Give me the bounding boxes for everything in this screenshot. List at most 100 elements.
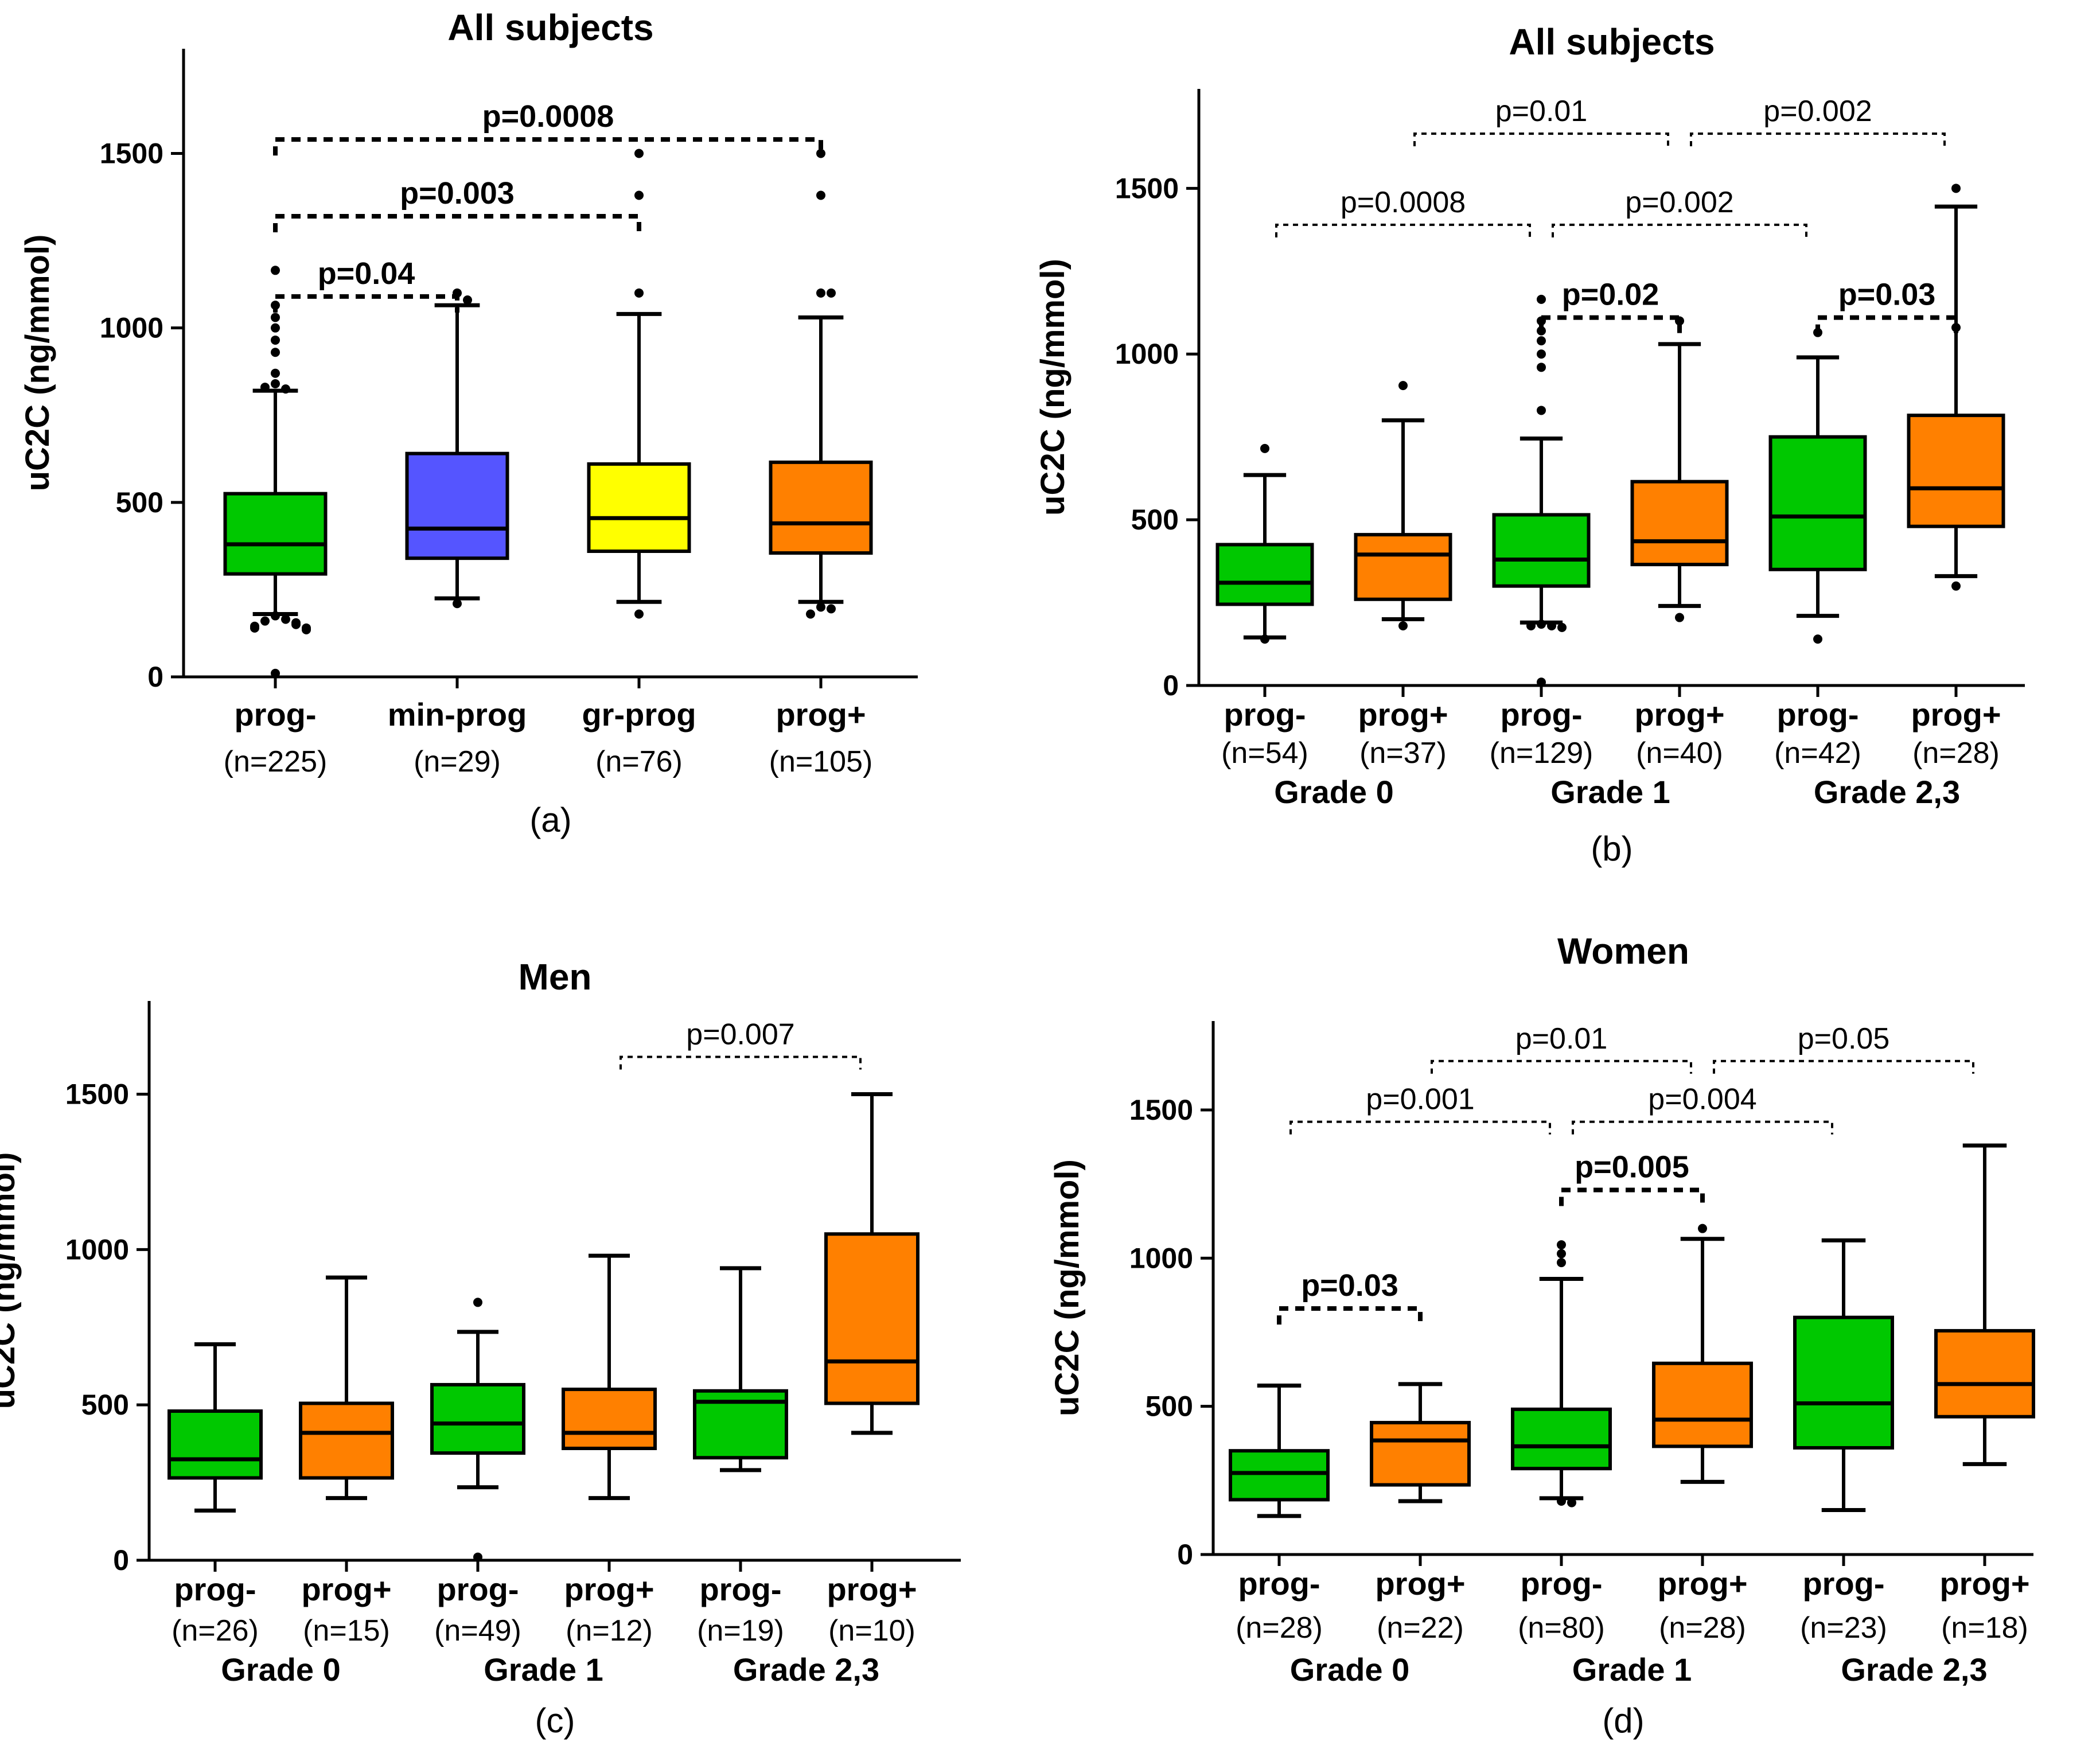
box-5: prog+ (n=18) — [1934, 1143, 2035, 1645]
outlier-point — [1398, 381, 1408, 391]
sample-size-label: (n=40) — [1636, 737, 1723, 770]
p-value-label: p=0.002 — [1625, 186, 1733, 219]
y-tick-label: 500 — [81, 1389, 129, 1421]
outlier-point — [1260, 443, 1269, 453]
sample-size-label: (n=26) — [172, 1614, 259, 1647]
chart-title: All subjects — [1509, 21, 1715, 63]
bracket-line — [1539, 315, 1682, 334]
panel-1: All subjects uC2C (ng/mmol) 0 500 1000 1500 pr… — [1034, 21, 2025, 868]
box-iqr — [562, 1388, 657, 1450]
outlier-point — [1567, 1498, 1576, 1507]
significance-bracket: p=0.03 — [1815, 278, 1958, 334]
sample-size-label: (n=225) — [224, 745, 328, 778]
y-tick-label: 1500 — [1129, 1094, 1193, 1126]
p-value-label: p=0.005 — [1575, 1150, 1689, 1185]
sample-size-label: (n=29) — [414, 745, 501, 778]
sample-size-label: (n=18) — [1941, 1611, 2028, 1645]
box-0: prog- (n=28) — [1229, 1384, 1330, 1645]
outlier-point — [271, 379, 280, 388]
outlier-point — [1698, 1224, 1707, 1233]
sample-size-label: (n=80) — [1518, 1611, 1605, 1645]
x-category-label: prog- — [1520, 1565, 1602, 1602]
box-iqr — [769, 460, 873, 555]
box-2: prog- (n=80) — [1511, 1240, 1612, 1645]
y-tick-label: 0 — [113, 1544, 129, 1576]
panel-label: (b) — [1591, 829, 1633, 868]
box-3: prog+ (n=12) — [562, 1253, 657, 1647]
box-iqr — [430, 1382, 525, 1455]
outlier-point — [271, 668, 280, 678]
outlier-point — [281, 614, 290, 624]
outlier-point — [271, 368, 280, 378]
sample-size-label: (n=19) — [697, 1614, 784, 1647]
group-label: Grade 1 — [1550, 774, 1670, 810]
outlier-point — [1557, 622, 1567, 632]
box-4: prog- (n=19) — [693, 1266, 788, 1647]
p-value-label: p=0.01 — [1495, 95, 1588, 128]
x-category-label: prog+ — [776, 696, 866, 733]
box-iqr — [1370, 1421, 1471, 1487]
y-tick-label: 1500 — [65, 1078, 129, 1111]
x-category-label: prog- — [437, 1571, 519, 1607]
significance-bracket: p=0.007 — [620, 1018, 862, 1070]
box-iqr — [1511, 1407, 1612, 1471]
outlier-point — [634, 288, 644, 298]
box-iqr — [587, 462, 691, 554]
x-category-label: prog+ — [1358, 696, 1448, 733]
box-1: min-prog (n=29) — [388, 288, 527, 778]
sample-size-label: (n=105) — [769, 745, 873, 778]
y-axis-label: uC2C (ng/mmol) — [1034, 259, 1072, 516]
bracket-line — [620, 1055, 862, 1070]
panel-label: (c) — [535, 1701, 575, 1740]
box-4: prog- (n=23) — [1793, 1238, 1894, 1645]
sample-size-label: (n=23) — [1800, 1611, 1887, 1645]
group-label: Grade 0 — [221, 1651, 341, 1688]
box-iqr — [1215, 543, 1314, 606]
panel-3: Women uC2C (ng/mmol) 0 500 1000 1500 prog- (n=2… — [1049, 930, 2035, 1740]
x-category-label: prog- — [1238, 1565, 1320, 1602]
x-category-label: prog- — [1224, 696, 1306, 733]
outlier-point — [1537, 620, 1546, 629]
significance-bracket: p=0.05 — [1713, 1022, 1974, 1074]
p-value-label: p=0.0008 — [1341, 186, 1466, 219]
box-iqr — [1630, 480, 1729, 567]
outlier-point — [634, 190, 644, 200]
bracket-line — [1815, 315, 1958, 334]
x-category-label: prog- — [1776, 696, 1859, 733]
bracket-line — [1289, 1120, 1551, 1135]
x-category-label: prog- — [699, 1571, 781, 1607]
y-tick-label: 1000 — [1129, 1242, 1193, 1274]
outlier-point — [1260, 634, 1269, 644]
y-tick-label: 1000 — [100, 312, 163, 344]
y-tick-label: 0 — [1163, 669, 1179, 702]
bracket-line — [273, 214, 641, 232]
x-category-label: prog+ — [827, 1571, 917, 1607]
outlier-point — [463, 295, 472, 305]
box-iqr — [1793, 1315, 1894, 1450]
significance-bracket: p=0.0008 — [273, 99, 823, 156]
outlier-point — [1537, 294, 1546, 304]
box-iqr — [299, 1401, 394, 1480]
y-axis-label: uC2C (ng/mmol) — [0, 1152, 22, 1409]
outlier-point — [291, 620, 301, 629]
group-label: Grade 2,3 — [1814, 774, 1960, 810]
p-value-label: p=0.05 — [1798, 1022, 1890, 1055]
p-value-label: p=0.001 — [1366, 1083, 1474, 1116]
y-tick-label: 1000 — [65, 1233, 129, 1265]
box-1: prog+ (n=22) — [1370, 1382, 1471, 1645]
group-label: Grade 0 — [1290, 1651, 1410, 1688]
outlier-point — [271, 313, 280, 322]
box-iqr — [223, 492, 328, 576]
outlier-point — [816, 602, 825, 612]
box-iqr — [1354, 533, 1452, 601]
outlier-point — [634, 609, 644, 619]
box-3: prog+ (n=40) — [1630, 316, 1729, 770]
box-3: prog+ (n=105) — [769, 149, 873, 778]
p-value-label: p=0.0008 — [482, 99, 614, 134]
outlier-point — [816, 149, 825, 158]
p-value-label: p=0.04 — [318, 256, 415, 291]
box-iqr — [1492, 513, 1591, 588]
outlier-point — [1537, 677, 1546, 687]
chart-title: All subjects — [447, 7, 653, 48]
box-1: prog+ (n=37) — [1354, 381, 1452, 770]
